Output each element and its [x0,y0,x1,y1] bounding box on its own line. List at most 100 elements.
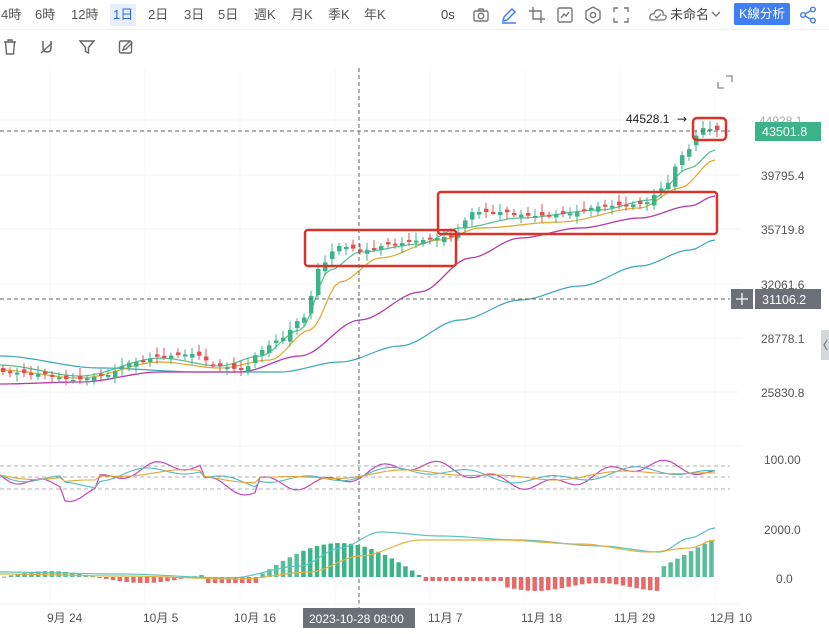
date-axis-label: 12月 10 [710,611,752,625]
macd-histogram [2,539,714,591]
timeframe-12h[interactable]: 12時 [71,7,99,22]
macd-bar [274,564,279,577]
magnet-icon[interactable] [38,38,56,56]
macd-bar [369,549,374,577]
candle-body [148,358,153,362]
cloud-icon[interactable] [648,5,668,25]
macd-bar [199,574,204,577]
filter-icon[interactable] [78,38,96,56]
macd-bar [56,571,61,577]
timeframe-6h[interactable]: 6時 [35,7,56,22]
candle-body [554,214,559,218]
macd-bar [314,546,320,577]
macd-bar [22,572,27,577]
timeframe-month[interactable]: 月K [291,7,313,22]
candle-body [414,240,419,243]
candle-body [477,212,482,215]
candle-body [330,251,335,260]
oscillator-line-purple [0,459,716,503]
trash-icon[interactable] [1,38,19,56]
right-scroll-handle[interactable] [821,330,829,360]
candle-body [190,354,195,358]
macd-bar [410,570,415,577]
share-icon[interactable] [798,5,818,25]
candle-body [638,201,643,204]
candle-body [673,166,678,187]
price-chart[interactable]: 44528.1 → 44928.1 39795.4 35719.8 32061.… [0,62,829,634]
ma-line-orange [0,159,716,379]
candle-body [582,209,587,212]
latency-readout[interactable]: 0s [441,7,455,22]
candle-body [78,376,83,380]
latest-candle-box[interactable] [691,116,728,142]
macd-bar [444,577,449,581]
candle-body [687,149,692,157]
macd-bar [355,544,361,577]
candle-body [386,242,391,245]
candle-body [50,374,55,377]
layout-name[interactable]: 未命名 [670,7,710,22]
macd-bar [219,577,225,583]
settings-icon[interactable] [583,5,603,25]
timeframe-3d[interactable]: 3日 [184,7,205,22]
date-axis-label: 11月 7 [428,611,463,625]
macd-bar [546,577,551,591]
macd-bar [226,577,231,583]
candle-body [253,355,258,363]
macd-bar [573,577,578,586]
timeframe-1d[interactable]: 1日 [110,4,137,26]
macd-bar [97,577,102,578]
candle-body [267,345,272,354]
macd-bar [620,577,626,586]
candle-body [169,355,174,359]
timeframe-4h[interactable]: 4時 [1,7,22,22]
consolidation-box-1[interactable] [303,228,458,268]
plus-icon [736,293,748,305]
candle-body [29,373,34,376]
crop-icon[interactable] [527,5,547,25]
chevron-down-icon[interactable] [710,8,722,20]
macd-bar [165,577,170,582]
kline-analysis-button[interactable]: K線分析 [734,3,790,25]
date-axis-label: 10月 16 [234,611,276,625]
macd-bar [240,577,245,583]
macd-bar [661,566,667,577]
candle-body [204,356,209,361]
candle-body [71,380,76,382]
candle-body [218,363,223,367]
macd-bar [709,539,714,577]
macd-bar [416,574,422,577]
macd-bar [607,577,612,584]
consolidation-box-2[interactable] [436,190,719,236]
candle-body [176,352,181,355]
macd-bar [512,577,517,589]
candle-body [120,366,125,369]
candle-body [498,212,503,216]
timeframe-year[interactable]: 年K [364,7,386,22]
crosshair-price-tag [755,289,821,309]
macd-bar [267,569,272,577]
candle-body [358,249,363,252]
candle-body [344,247,349,250]
indicator2-axis-label: 0.0 [776,572,793,586]
macd-bar [294,553,299,577]
expand-icon[interactable] [714,72,736,92]
candle-body [596,206,601,212]
candle-body [106,375,111,377]
macd-bar [593,577,599,584]
timeframe-5d[interactable]: 5日 [218,7,239,22]
pencil-icon[interactable] [499,5,519,25]
timeframe-week[interactable]: 週K [254,7,276,22]
candle-body [708,128,713,131]
camera-icon[interactable] [471,5,491,25]
chart-grid [0,68,740,604]
edit-icon[interactable] [117,38,135,56]
timeframe-quarter[interactable]: 季K [328,7,350,22]
candle-body [351,244,356,249]
macd-line-orange [0,539,716,580]
macd-bar [63,571,68,577]
candle-body [568,213,573,216]
chart-type-icon[interactable] [555,5,575,25]
fullscreen-icon[interactable] [611,5,631,25]
timeframe-2d[interactable]: 2日 [148,7,169,22]
